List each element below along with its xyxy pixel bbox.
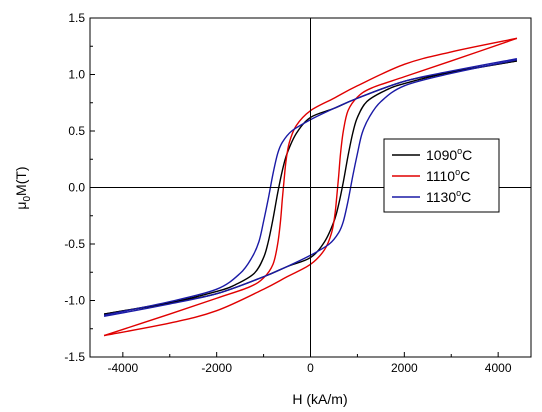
y-axis-title-subscript: 0: [22, 196, 33, 202]
legend-label-1110: 1110oC: [426, 167, 470, 184]
x-axis-ticks: -4000 -2000 0 2000 4000: [107, 352, 512, 375]
y-tick-label: -1.5: [64, 350, 85, 364]
x-tick-label: -2000: [201, 361, 232, 375]
y-tick-label: 0.0: [68, 181, 85, 195]
y-tick-label: -0.5: [64, 237, 85, 251]
y-axis-ticks: -1.5 -1.0 -0.5 0.0 0.5 1.0 1.5: [64, 11, 95, 364]
curves-layer: [103, 37, 518, 337]
y-axis-title: μ0M(T): [13, 166, 33, 209]
x-tick-label: 4000: [485, 361, 512, 375]
series-1110-ascending-branch: [103, 37, 518, 337]
y-tick-label: 1.5: [68, 11, 85, 25]
legend-label-1090: 1090oC: [426, 146, 472, 163]
series-1130-ascending-branch: [103, 59, 518, 318]
y-tick-label: -1.0: [64, 294, 85, 308]
series-1110-descending-branch: [103, 37, 518, 337]
legend: 1090oC 1110oC 1130oC: [383, 138, 500, 213]
legend-label-1130: 1130oC: [426, 188, 471, 205]
y-tick-label: 0.5: [68, 124, 85, 138]
y-tick-label: 1.0: [68, 68, 85, 82]
y-axis-title-rest: M(T): [13, 166, 29, 196]
x-axis-title: H (kA/m): [292, 391, 347, 407]
x-tick-label: -4000: [107, 361, 138, 375]
y-axis-title-mu: μ: [13, 202, 29, 210]
x-tick-label: 0: [307, 361, 314, 375]
x-tick-label: 2000: [391, 361, 418, 375]
series-1130-descending-branch: [103, 57, 518, 316]
